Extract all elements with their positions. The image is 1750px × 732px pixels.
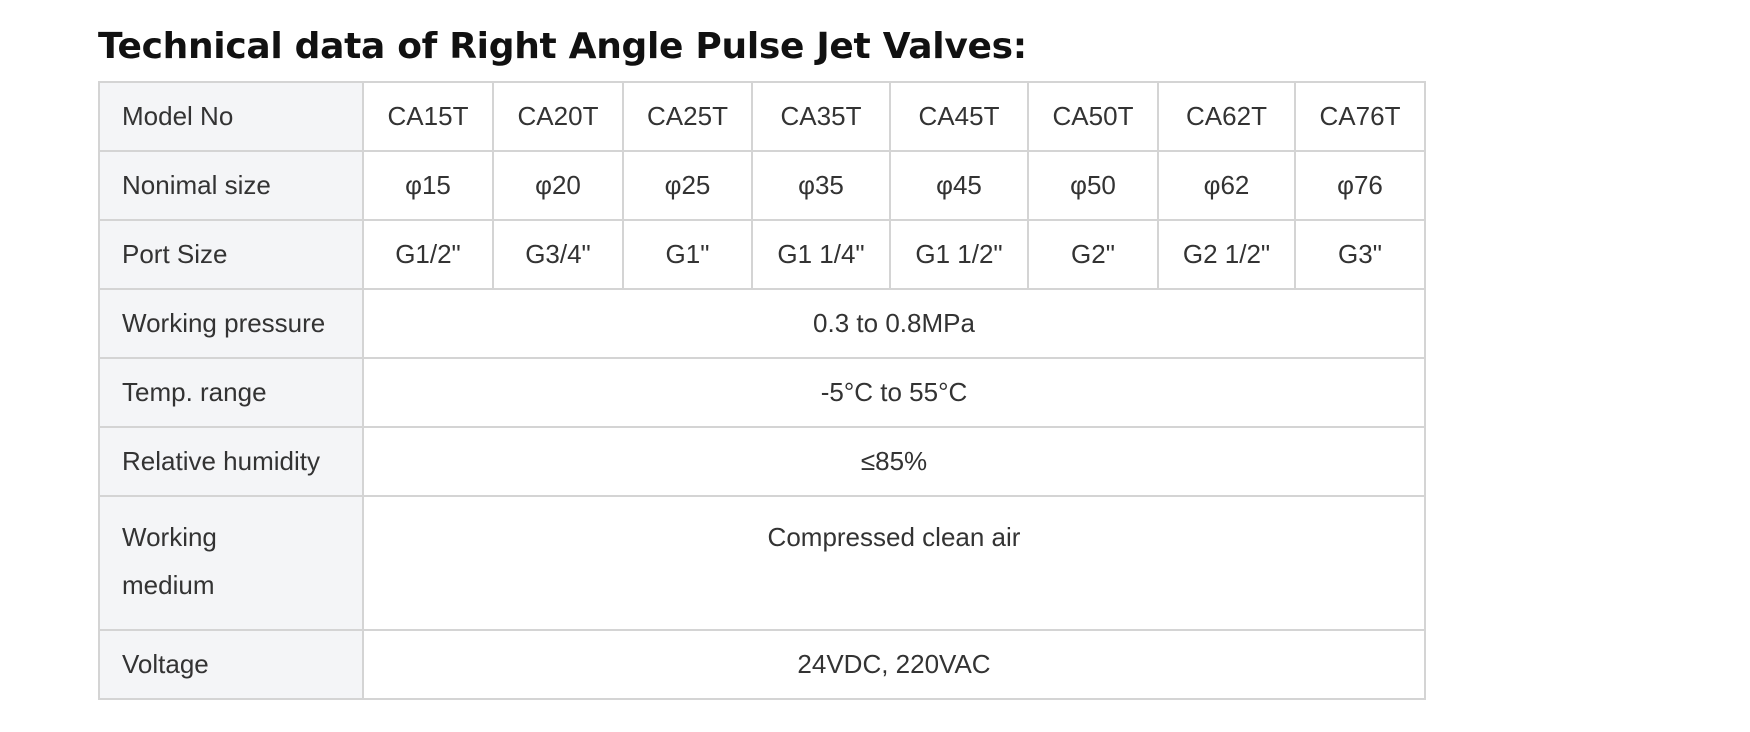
row-label-text: Nonimal size	[122, 170, 271, 200]
table-row: Working pressure 0.3 to 0.8MPa	[98, 288, 1426, 359]
row-label: Relative humidity	[98, 426, 364, 497]
cell: Compressed clean air	[362, 495, 1426, 631]
cell: φ62	[1157, 150, 1296, 221]
table-row: Relative humidity ≤85%	[98, 426, 1426, 497]
row-label: Port Size	[98, 219, 364, 290]
cell: G2"	[1027, 219, 1159, 290]
cell: CA25T	[622, 81, 753, 152]
cell: CA35T	[751, 81, 891, 152]
row-label: Working pressure	[98, 288, 364, 359]
row-label-text: Port Size	[122, 239, 228, 269]
cell: 0.3 to 0.8MPa	[362, 288, 1426, 359]
row-label-text: Relative humidity	[122, 446, 320, 476]
table-row: Voltage 24VDC, 220VAC	[98, 629, 1426, 700]
row-label-text: Model No	[122, 101, 234, 131]
cell: CA45T	[889, 81, 1029, 152]
cell: φ76	[1294, 150, 1426, 221]
cell: 24VDC, 220VAC	[362, 629, 1426, 700]
cell: G1 1/4"	[751, 219, 891, 290]
row-label-text: Voltage	[122, 649, 209, 679]
cell: G2 1/2"	[1157, 219, 1296, 290]
cell: φ45	[889, 150, 1029, 221]
cell: CA76T	[1294, 81, 1426, 152]
cell: φ25	[622, 150, 753, 221]
spec-table: Model No CA15T CA20T CA25T CA35T CA45T CA50T CA…	[98, 81, 1426, 700]
row-label: Temp. range	[98, 357, 364, 428]
cell: G1 1/2"	[889, 219, 1029, 290]
row-label-text: Working medium	[122, 522, 217, 600]
row-label: Voltage	[98, 629, 364, 700]
table-row: Port Size G1/2" G3/4" G1" G1 1/4" G1 1/2" G2" G…	[98, 219, 1426, 290]
cell: ≤85%	[362, 426, 1426, 497]
title: Technical data of Right Angle Pulse Jet …	[98, 26, 1027, 67]
cell: φ20	[492, 150, 624, 221]
row-label-text: Working pressure	[122, 308, 326, 338]
cell: G1/2"	[362, 219, 494, 290]
table-row: Temp. range -5°C to 55°C	[98, 357, 1426, 428]
row-label-text: Temp. range	[122, 377, 267, 407]
cell: -5°C to 55°C	[362, 357, 1426, 428]
cell: G3/4"	[492, 219, 624, 290]
row-label: Nonimal size	[98, 150, 364, 221]
table-row: Working medium Compressed clean air	[98, 495, 1426, 631]
cell: CA62T	[1157, 81, 1296, 152]
cell: CA20T	[492, 81, 624, 152]
cell: CA15T	[362, 81, 494, 152]
cell: G1"	[622, 219, 753, 290]
table-row: Nonimal size φ15 φ20 φ25 φ35 φ45 φ50 φ62 φ76	[98, 150, 1426, 221]
row-label: Working medium	[98, 495, 364, 631]
cell: φ35	[751, 150, 891, 221]
row-label: Model No	[98, 81, 364, 152]
cell: CA50T	[1027, 81, 1159, 152]
cell: φ50	[1027, 150, 1159, 221]
cell: G3"	[1294, 219, 1426, 290]
table-row: Model No CA15T CA20T CA25T CA35T CA45T CA50T CA…	[98, 81, 1426, 152]
cell: φ15	[362, 150, 494, 221]
